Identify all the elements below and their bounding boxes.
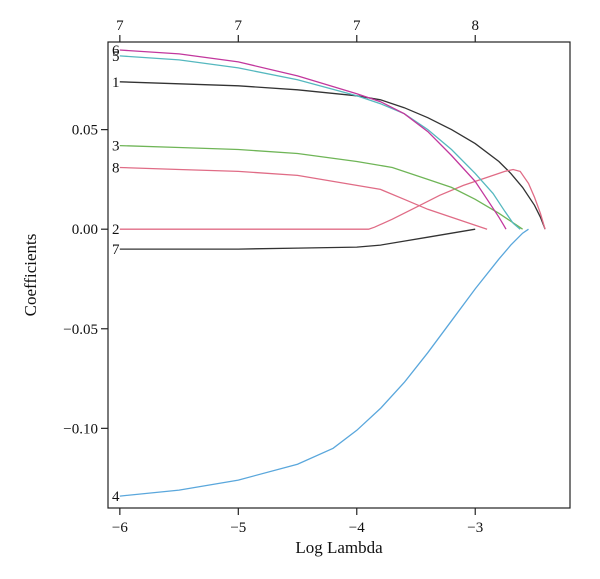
series-label-4: 4 (112, 489, 120, 505)
top-tick-label: 8 (471, 18, 479, 34)
series-line-3 (119, 144, 523, 230)
series-label-8: 8 (112, 160, 120, 176)
left-axis: −0.10 −0.05 0.00 0.05 (63, 123, 108, 437)
y-tick-label: −0.10 (63, 421, 98, 437)
series-line-5 (119, 55, 521, 230)
coefficient-curves (119, 49, 546, 497)
series-label-3: 3 (112, 139, 120, 155)
series-line-6 (119, 49, 507, 230)
x-axis-title: Log Lambda (295, 538, 383, 557)
x-tick-label: −6 (112, 520, 128, 536)
series-label-7: 7 (112, 242, 120, 258)
y-tick-label: 0.05 (72, 123, 98, 139)
y-axis-title: Coefficients (21, 234, 40, 317)
series-line-7 (119, 228, 476, 250)
series-line-4 (119, 228, 529, 497)
y-tick-label: −0.05 (63, 322, 98, 338)
y-tick-label: 0.00 (72, 222, 98, 238)
series-label-5: 5 (112, 49, 120, 65)
bottom-axis: −6 −5 −4 −3 (112, 508, 483, 536)
x-tick-label: −5 (230, 520, 246, 536)
top-tick-label: 7 (235, 18, 243, 34)
top-axis: 7 7 7 8 (116, 18, 479, 42)
series-label-6: 6 (112, 43, 120, 59)
plot-frame (107, 41, 571, 509)
x-tick-label: −3 (467, 520, 483, 536)
top-tick-label: 7 (353, 18, 361, 34)
top-tick-label: 7 (116, 18, 124, 34)
series-labels: 1 2 3 4 56 7 8 (112, 43, 120, 505)
series-line-2 (119, 168, 546, 230)
series-line-1 (119, 81, 546, 230)
x-tick-label: −4 (349, 520, 365, 536)
series-line-8 (119, 166, 488, 230)
series-label-2: 2 (112, 222, 120, 238)
series-label-1: 1 (112, 75, 120, 91)
